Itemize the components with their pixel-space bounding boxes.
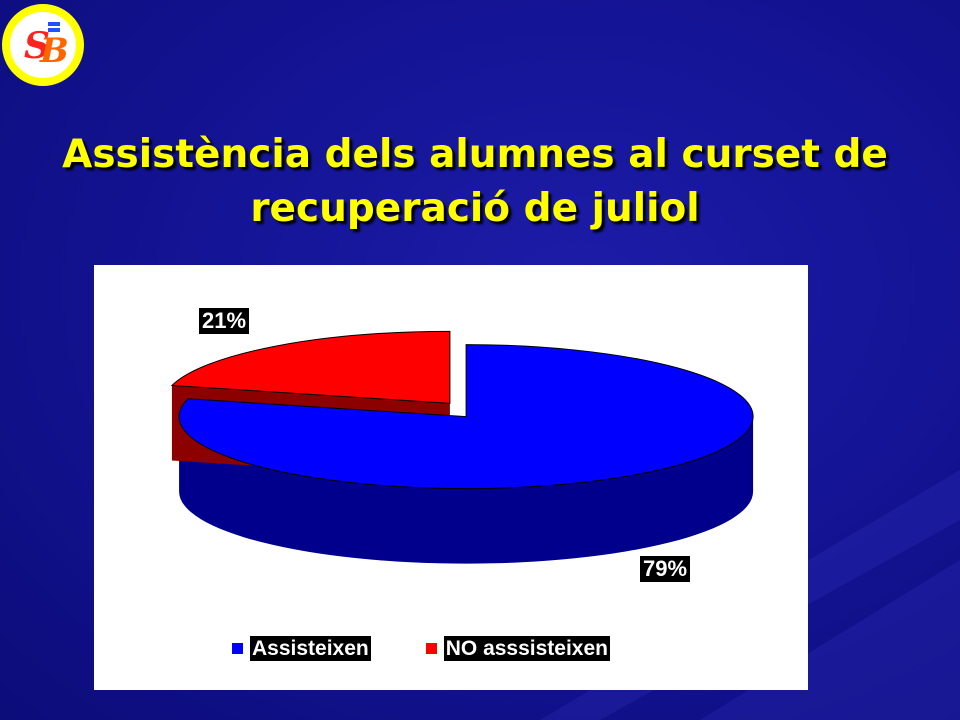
svg-text:B: B <box>39 31 69 71</box>
legend-item-no-assisteixen: NO asssisteixen <box>425 635 610 661</box>
legend-swatch-no-assisteixen <box>425 642 437 654</box>
legend-item-assisteixen: Assisteixen <box>232 635 371 661</box>
legend-label-no-assisteixen: NO asssisteixen <box>443 635 610 661</box>
title-line-2: recuperació de juliol <box>250 186 700 231</box>
pie-chart <box>170 330 754 564</box>
chart-panel: 21% 79% Assisteixen NO asssisteixen <box>94 265 808 690</box>
school-logo: S B <box>2 4 84 86</box>
chart-legend: Assisteixen NO asssisteixen <box>232 635 665 661</box>
legend-label-assisteixen: Assisteixen <box>250 635 371 661</box>
pie-slice-assisteixen-side <box>179 416 754 564</box>
pie-slice-no-assisteixen <box>170 330 451 404</box>
title-line-1: Assistència dels alumnes al curset de <box>62 132 888 177</box>
svg-text:S: S <box>24 25 50 67</box>
pie-slice-assisteixen <box>178 344 754 490</box>
legend-swatch-assisteixen <box>232 642 243 654</box>
data-label-assisteixen: 79% <box>640 556 691 582</box>
data-label-no-assisteixen: 21% <box>199 308 250 334</box>
page-title: Assistència dels alumnes al curset de re… <box>0 128 950 236</box>
